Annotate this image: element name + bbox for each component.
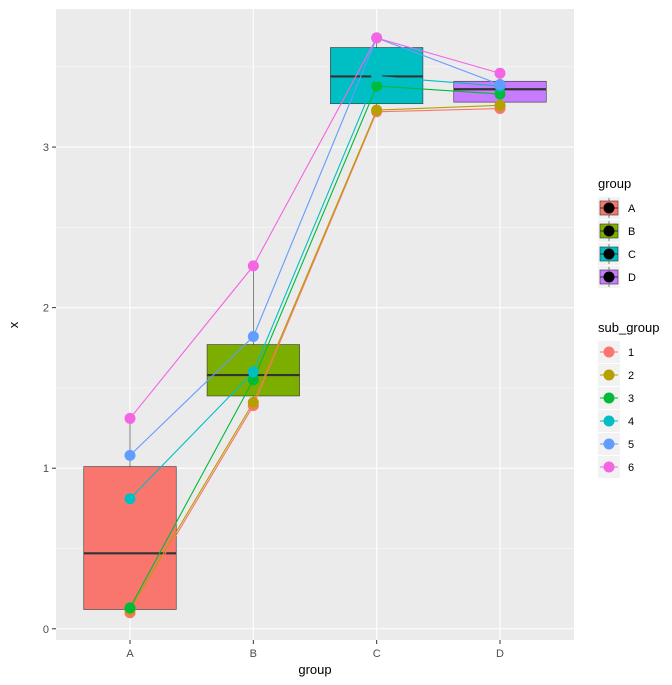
box-A	[83, 466, 177, 610]
point-3-B	[247, 374, 259, 386]
series-line-4	[129, 75, 501, 500]
y-tick-label: 1	[43, 463, 49, 475]
point-6-A	[124, 412, 136, 424]
legend-label-sub-group-2: 2	[628, 370, 634, 382]
x-tick-label: D	[496, 648, 504, 660]
legend-key-point	[603, 248, 615, 260]
legend-key-point	[603, 202, 615, 214]
legend-label-group-B: B	[628, 226, 635, 238]
y-axis-title: x	[6, 321, 21, 328]
legend-key-point	[603, 271, 615, 283]
legend-key-point-6	[603, 461, 615, 473]
point-5-D	[494, 78, 506, 90]
legend-key-point-4	[603, 415, 615, 427]
point-6-D	[494, 67, 506, 79]
x-axis-title: group	[298, 662, 331, 677]
y-axis: 0 1 2 3	[43, 142, 56, 636]
y-tick-label: 2	[43, 303, 49, 315]
legend-label-sub-group-3: 3	[628, 393, 634, 405]
legend-key-point-1	[603, 346, 615, 358]
point-3-A	[124, 602, 136, 614]
x-tick-label: B	[250, 648, 257, 660]
point-4-B	[247, 366, 259, 378]
series-line-5	[129, 37, 501, 456]
series-line-2	[129, 104, 501, 610]
series-line-1	[129, 107, 501, 613]
legend-label-group-D: D	[628, 272, 636, 284]
legend-key-point-2	[603, 369, 615, 381]
legend-label-group-A: A	[628, 203, 636, 215]
x-tick-label: A	[126, 648, 134, 660]
point-3-D	[494, 88, 506, 100]
legend-title-group: group	[598, 176, 631, 191]
point-6-C	[371, 32, 383, 44]
point-2-D	[494, 99, 506, 111]
point-5-A	[124, 449, 136, 461]
legend-label-sub-group-4: 4	[628, 416, 634, 428]
legend-title-sub-group: sub_group	[598, 320, 659, 335]
y-tick-label: 3	[43, 142, 49, 154]
x-axis: A B C D	[126, 640, 504, 660]
point-3-C	[371, 80, 383, 92]
x-tick-label: C	[373, 648, 381, 660]
legend-label-sub-group-6: 6	[628, 462, 634, 474]
legend-key-point-3	[603, 392, 615, 404]
point-4-C	[371, 70, 383, 82]
point-6-B	[247, 260, 259, 272]
y-tick-label: 0	[43, 624, 49, 636]
point-2-B	[247, 396, 259, 408]
point-2-C	[371, 104, 383, 116]
series-line-3	[129, 85, 501, 609]
point-4-A	[124, 493, 136, 505]
series-line-6	[129, 37, 501, 419]
legend-label-sub-group-5: 5	[628, 439, 634, 451]
series-points	[124, 32, 506, 619]
legend-label-group-C: C	[628, 249, 636, 261]
series-lines	[129, 37, 501, 613]
legend-key-point	[603, 225, 615, 237]
point-5-B	[247, 331, 259, 343]
legend-label-sub-group-1: 1	[628, 347, 634, 359]
legend-key-point-5	[603, 438, 615, 450]
